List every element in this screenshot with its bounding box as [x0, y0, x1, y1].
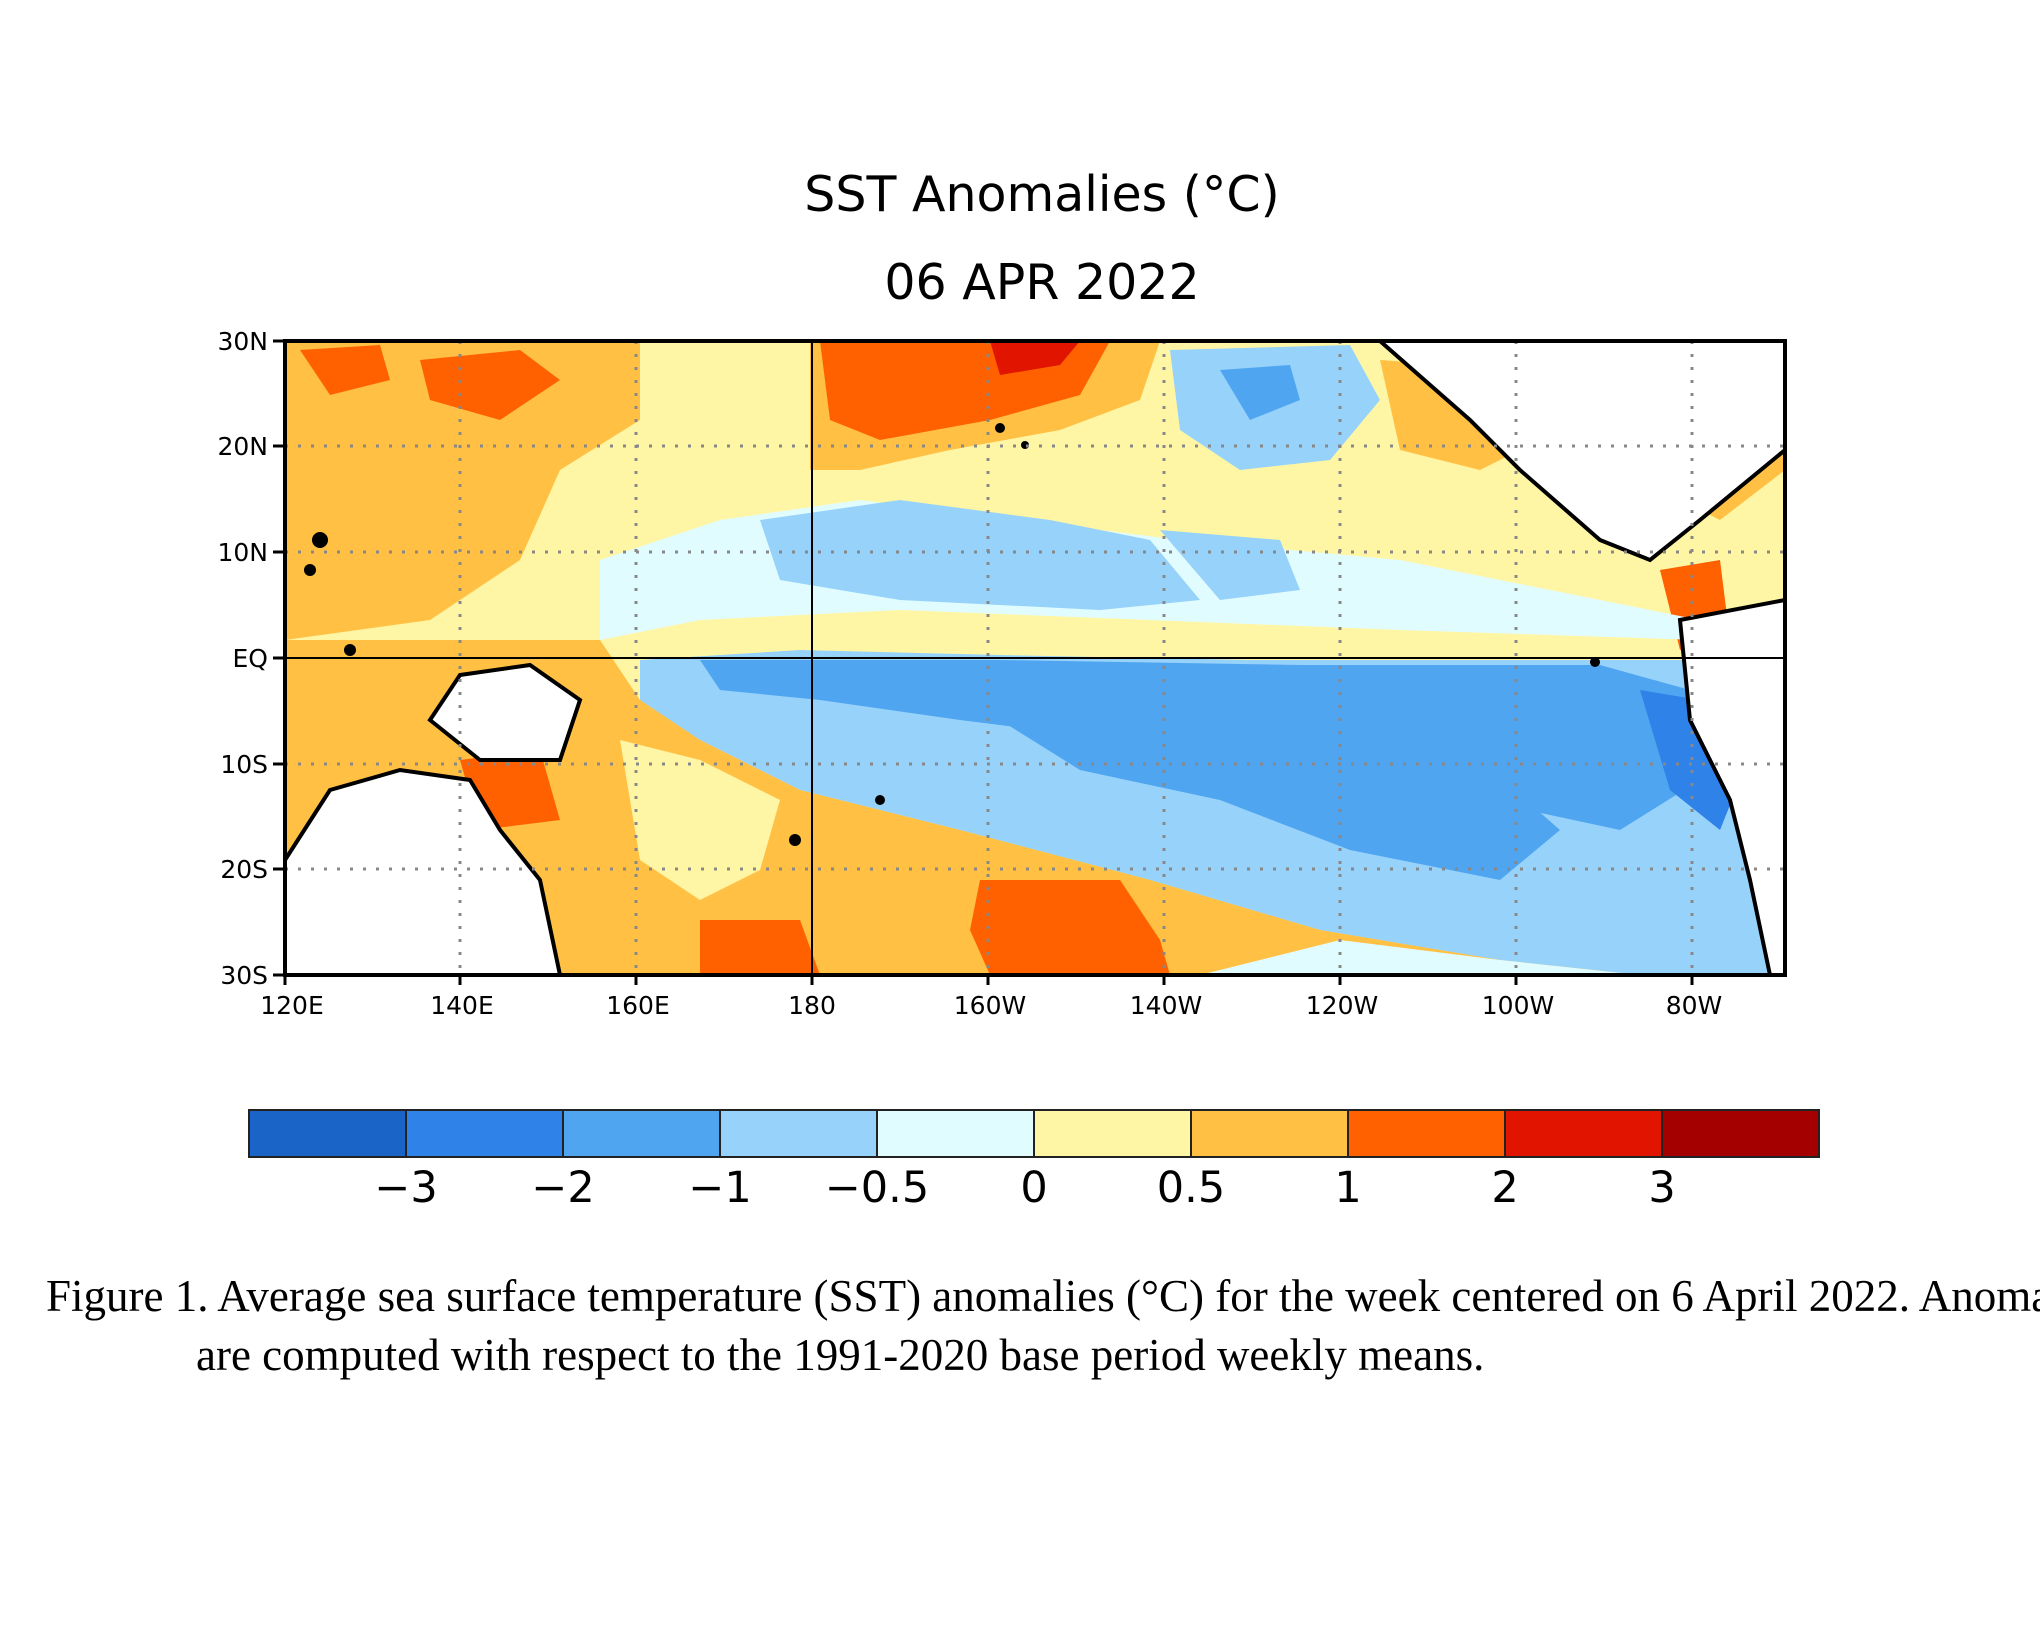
colorbar-tick-label: 0.5: [1157, 1163, 1225, 1213]
lat-label-10n: 10N: [217, 538, 268, 567]
map-date: 06 APR 2022: [884, 254, 1200, 311]
colorbar-swatch: [1190, 1109, 1349, 1158]
colorbar-swatch: [719, 1109, 878, 1158]
figure-caption: Figure 1. Average sea surface temperatur…: [46, 1271, 2040, 1380]
colorbar-swatch: [405, 1109, 564, 1158]
colorbar-swatch: [1661, 1109, 1820, 1158]
lon-ticks: [283, 975, 1694, 985]
colorbar-tick-label: 3: [1648, 1163, 1675, 1213]
colorbar-tick-label: 1: [1334, 1163, 1361, 1213]
lat-label-30s: 30S: [220, 961, 268, 990]
lat-label-eq: EQ: [233, 644, 268, 673]
lon-label-160e: 160E: [606, 991, 670, 1020]
lat-label-10s: 10S: [220, 750, 268, 779]
colorbar-swatch: [1347, 1109, 1506, 1158]
colorbar: [248, 1109, 1820, 1158]
lon-label-120e: 120E: [260, 991, 324, 1020]
lon-label-140e: 140E: [430, 991, 494, 1020]
colorbar-tick-label: 2: [1491, 1163, 1518, 1213]
colorbar-tick-label: −0.5: [825, 1163, 929, 1213]
lat-label-20n: 20N: [217, 432, 268, 461]
lat-label-20s: 20S: [220, 855, 268, 884]
lat-ticks: [273, 339, 285, 977]
colorbar-tick-label: −1: [688, 1163, 751, 1213]
map-title: SST Anomalies (°C): [804, 166, 1280, 223]
lon-label-160w: 160W: [954, 991, 1026, 1020]
colorbar-tick-label: −3: [374, 1163, 437, 1213]
colorbar-swatch: [248, 1109, 407, 1158]
lat-label-30n: 30N: [217, 327, 268, 356]
lon-label-100w: 100W: [1482, 991, 1554, 1020]
colorbar-swatch: [876, 1109, 1035, 1158]
lon-label-140w: 140W: [1130, 991, 1202, 1020]
colorbar-swatch: [1504, 1109, 1663, 1158]
lon-label-120w: 120W: [1306, 991, 1378, 1020]
map-gridlines: [285, 341, 1785, 975]
colorbar-tick-label: 0: [1020, 1163, 1047, 1213]
colorbar-swatch: [562, 1109, 721, 1158]
lon-label-80w: 80W: [1666, 991, 1723, 1020]
colorbar-swatch: [1033, 1109, 1192, 1158]
lon-label-180: 180: [788, 991, 836, 1020]
colorbar-tick-label: −2: [531, 1163, 594, 1213]
